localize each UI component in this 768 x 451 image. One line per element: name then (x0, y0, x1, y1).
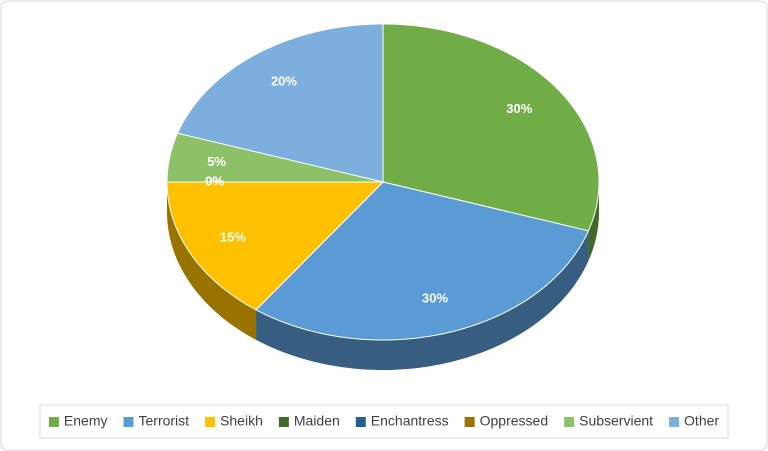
legend-label: Other (684, 413, 719, 429)
pie-side (588, 182, 599, 261)
legend-label: Enchantress (371, 413, 449, 429)
legend-label: Subservient (579, 413, 653, 429)
data-label: 5% (207, 154, 226, 169)
legend-swatch (123, 417, 134, 427)
data-label: 0% (205, 173, 224, 188)
pie-slice (176, 23, 384, 183)
legend-label: Sheikh (220, 413, 263, 429)
legend-swatch (564, 417, 575, 427)
data-label: 20% (271, 74, 297, 89)
pie-side (256, 230, 589, 370)
legend-swatch (464, 417, 475, 427)
pie-slice (166, 132, 384, 183)
legend-swatch (48, 417, 59, 427)
legend-swatch (669, 417, 680, 427)
legend-label: Terrorist (139, 413, 190, 429)
pie-side (167, 182, 257, 340)
legend-label: Enemy (64, 413, 108, 429)
data-label: 30% (506, 101, 532, 116)
data-label: 30% (422, 291, 448, 306)
pie-slice (255, 181, 590, 341)
legend-swatch (355, 417, 366, 427)
pie-slice (382, 23, 600, 232)
legend-label: Maiden (294, 413, 340, 429)
data-label: 15% (220, 229, 246, 244)
legend-swatch (278, 417, 289, 427)
legend-label: Oppressed (480, 413, 548, 429)
data-label: 0% (205, 173, 224, 188)
legend-swatch (205, 417, 216, 427)
data-label: 0% (205, 173, 224, 188)
pie-slice (166, 181, 385, 311)
legend-frame (39, 404, 729, 439)
